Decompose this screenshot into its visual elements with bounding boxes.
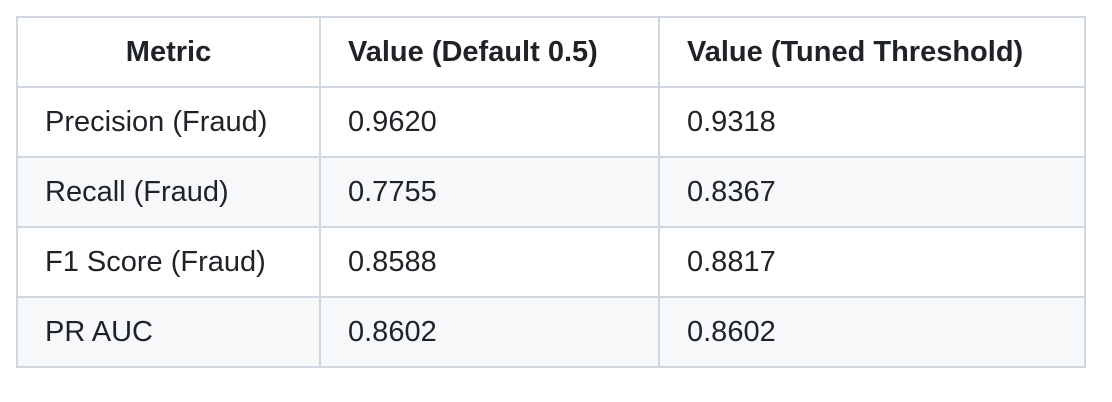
header-value-default: Value (Default 0.5): [319, 16, 660, 88]
table-row: F1 Score (Fraud) 0.8588 0.8817: [16, 226, 1086, 298]
header-metric: Metric: [16, 16, 321, 88]
default-value-cell: 0.9620: [319, 86, 660, 158]
tuned-value-cell: 0.9318: [658, 86, 1086, 158]
metric-cell: Recall (Fraud): [16, 156, 321, 228]
table-header: Metric Value (Default 0.5) Value (Tuned …: [16, 16, 1086, 88]
metric-cell: F1 Score (Fraud): [16, 226, 321, 298]
default-value-cell: 0.8602: [319, 296, 660, 368]
default-value-cell: 0.8588: [319, 226, 660, 298]
table-row: Recall (Fraud) 0.7755 0.8367: [16, 156, 1086, 228]
table-body: Precision (Fraud) 0.9620 0.9318 Recall (…: [16, 86, 1086, 368]
table-row: PR AUC 0.8602 0.8602: [16, 296, 1086, 368]
default-value-cell: 0.7755: [319, 156, 660, 228]
tuned-value-cell: 0.8817: [658, 226, 1086, 298]
metrics-table-container: Metric Value (Default 0.5) Value (Tuned …: [16, 16, 1086, 368]
tuned-value-cell: 0.8367: [658, 156, 1086, 228]
header-value-tuned: Value (Tuned Threshold): [658, 16, 1086, 88]
metric-cell: Precision (Fraud): [16, 86, 321, 158]
metric-cell: PR AUC: [16, 296, 321, 368]
metrics-table: Metric Value (Default 0.5) Value (Tuned …: [16, 16, 1086, 368]
table-row: Precision (Fraud) 0.9620 0.9318: [16, 86, 1086, 158]
header-row: Metric Value (Default 0.5) Value (Tuned …: [16, 16, 1086, 88]
tuned-value-cell: 0.8602: [658, 296, 1086, 368]
